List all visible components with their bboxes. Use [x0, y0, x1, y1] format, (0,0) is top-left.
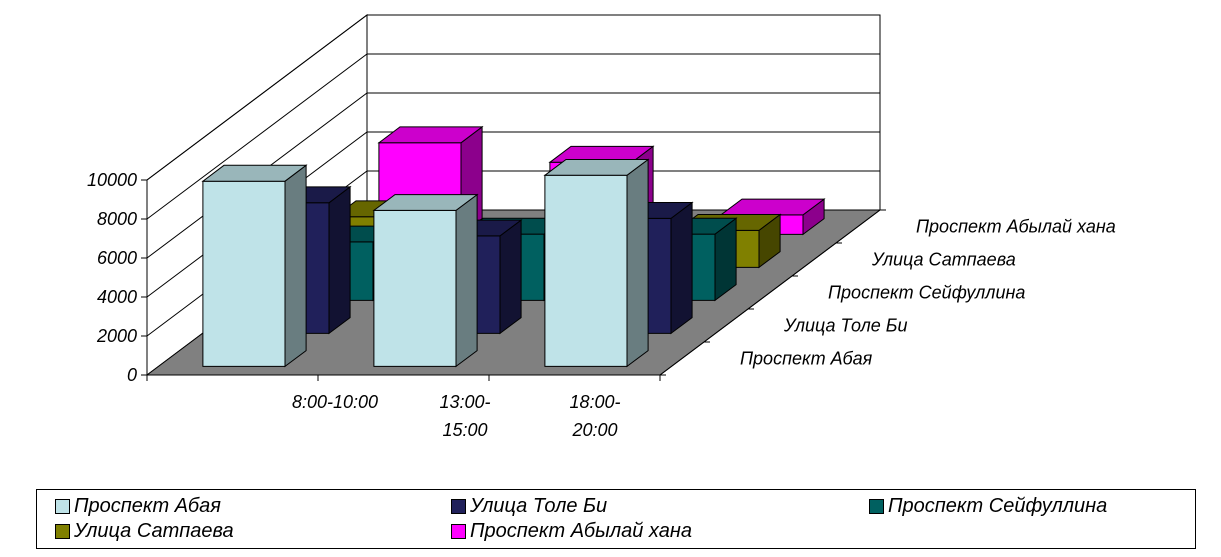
legend-swatch: [55, 524, 70, 539]
legend-label: Проспект Абылай хана: [470, 520, 692, 542]
legend-label: Улица Толе Би: [470, 495, 608, 517]
bar-side-face: [499, 219, 522, 335]
y-tick-label: 8000: [97, 209, 137, 229]
x-tick-label: 15:00: [442, 420, 487, 440]
chart-bars: [201, 125, 826, 368]
x-tick-label: 8:00-10:00: [292, 392, 378, 412]
y-tick-label: 6000: [97, 248, 137, 268]
y-tick-label: 2000: [96, 326, 137, 346]
depth-tick-label: Проспект Абылай хана: [916, 217, 1116, 237]
bar-top-face: [377, 126, 484, 144]
bar-front-face: [373, 209, 457, 367]
y-tick-label: 4000: [97, 287, 137, 307]
depth-tick-label: Улица Сатпаева: [871, 250, 1016, 270]
depth-axis: [659, 209, 881, 376]
bar-side-face: [670, 201, 693, 335]
bar: [201, 164, 308, 368]
legend-item: Улица Сатпаева: [55, 520, 234, 543]
legend-item: Проспект Сейфуллина: [869, 495, 1107, 518]
y-tick-label: 0: [127, 365, 137, 385]
legend-label: Проспект Абая: [74, 495, 221, 517]
bar-top-face: [201, 164, 308, 182]
legend-item: Проспект Абая: [55, 495, 221, 518]
depth-tick-label: Проспект Сейфуллина: [828, 283, 1025, 303]
x-tick-label: 13:00-: [439, 392, 490, 412]
legend-item: Улица Толе Би: [451, 495, 607, 518]
gridline: [146, 14, 880, 181]
x-tick-label: 20:00: [571, 420, 617, 440]
depth-tick-label: Проспект Абая: [740, 349, 873, 369]
bar: [372, 193, 479, 368]
bar-side-face: [284, 164, 307, 368]
y-tick-label: 10000: [87, 170, 137, 190]
depth-tick-label: Улица Толе Би: [783, 316, 907, 336]
bar-side-face: [455, 193, 478, 368]
chart-axes: 0 2000 4000 6000 8000 10000 8:00-10:00 13:00- 15…: [87, 170, 1116, 440]
legend-swatch: [451, 524, 466, 539]
bar: [543, 158, 650, 368]
x-tick-label: 18:00-: [569, 392, 620, 412]
bar-front-face: [202, 180, 286, 367]
legend-label: Проспект Сейфуллина: [888, 495, 1108, 517]
bar-side-face: [626, 158, 649, 368]
legend-item: Проспект Абылай хана: [451, 520, 692, 543]
gridline: [146, 53, 880, 220]
legend-label: Улица Сатпаева: [74, 520, 234, 542]
bar-top-face: [543, 159, 650, 176]
chart-3d-bar: 0 2000 4000 6000 8000 10000 8:00-10:00 13:00- 15…: [87, 14, 1116, 440]
bar-top-face: [372, 194, 479, 211]
legend-swatch: [869, 499, 884, 514]
legend-swatch: [55, 499, 70, 514]
bar-side-face: [328, 185, 351, 335]
bar-front-face: [544, 174, 628, 367]
legend-swatch: [451, 499, 466, 514]
legend: Проспект Абая Улица Толе Би Проспект Сейфу…: [36, 489, 1196, 549]
